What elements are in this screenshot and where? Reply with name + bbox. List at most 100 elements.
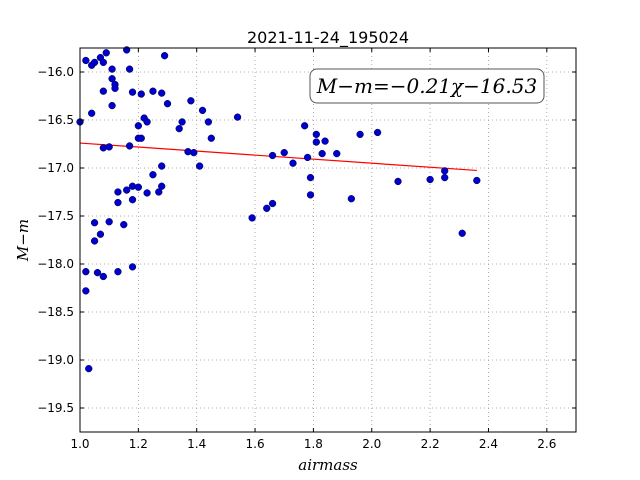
- data-point: [347, 195, 355, 203]
- y-tick-label: −17.5: [37, 209, 74, 223]
- data-point: [102, 49, 110, 57]
- data-point: [105, 218, 113, 226]
- data-point: [143, 189, 151, 197]
- y-tick-label: −16.5: [37, 113, 74, 127]
- data-point: [125, 65, 134, 73]
- data-point: [88, 109, 96, 117]
- x-tick-label: 1.6: [246, 437, 265, 451]
- data-point: [108, 75, 116, 83]
- data-point: [82, 287, 90, 295]
- data-point: [312, 138, 320, 146]
- data-point: [204, 118, 213, 126]
- y-axis-label: M−m: [14, 219, 32, 262]
- data-point: [289, 159, 297, 167]
- data-point: [108, 101, 116, 110]
- data-point: [114, 268, 122, 276]
- data-point: [90, 219, 99, 227]
- y-tick-label: −17.0: [37, 161, 74, 175]
- data-point: [158, 89, 166, 97]
- data-point: [134, 122, 143, 130]
- data-point: [441, 167, 449, 175]
- data-point: [90, 237, 99, 245]
- data-point: [356, 130, 364, 139]
- data-point: [149, 87, 157, 95]
- data-point: [303, 153, 312, 162]
- data-point: [233, 113, 242, 121]
- y-tick-label: −18.0: [37, 257, 74, 271]
- data-point: [82, 56, 90, 65]
- x-tick-label: 2.4: [479, 437, 498, 451]
- data-point: [195, 162, 204, 170]
- data-point: [306, 173, 315, 182]
- data-point: [108, 65, 116, 73]
- data-point: [158, 182, 166, 190]
- data-point: [137, 134, 145, 142]
- data-point: [128, 196, 137, 204]
- data-point: [99, 272, 107, 281]
- chart-title: 2021-11-24_195024: [247, 28, 409, 48]
- x-tick-label: 2.6: [537, 437, 556, 451]
- data-point: [163, 100, 172, 108]
- data-point: [120, 220, 128, 229]
- data-point: [125, 142, 134, 150]
- data-point: [143, 118, 151, 126]
- data-point: [441, 173, 449, 182]
- data-point: [473, 176, 481, 185]
- data-point: [123, 186, 131, 194]
- axis-ticks: 1.0 1.2 1.4 1.6 1.8 2.0 2.2 2.4 2.6 −16.0 −16.5 −17…: [37, 48, 576, 451]
- fit-annotation-text: M−m=−0.21χ−16.53: [316, 74, 537, 98]
- y-tick-label: −19.0: [37, 353, 74, 367]
- data-point: [158, 162, 166, 170]
- data-point: [134, 183, 143, 191]
- data-point: [105, 143, 113, 151]
- data-point: [111, 84, 119, 92]
- fit-annotation: M−m=−0.21χ−16.53: [309, 68, 545, 104]
- data-point: [93, 268, 102, 277]
- x-tick-label: 1.2: [129, 437, 148, 451]
- data-point: [207, 134, 215, 142]
- data-point: [268, 151, 277, 160]
- y-tick-label: −16.0: [37, 65, 74, 79]
- data-point: [99, 58, 107, 67]
- x-tick-label: 2.0: [362, 437, 381, 451]
- data-point: [155, 188, 163, 196]
- data-point: [178, 118, 186, 126]
- data-point: [248, 214, 256, 222]
- data-point: [90, 58, 99, 67]
- plot-background: [80, 48, 576, 432]
- y-tick-label: −19.5: [37, 401, 74, 415]
- x-tick-label: 2.2: [421, 437, 440, 451]
- x-axis-label: airmass: [298, 456, 358, 474]
- fit-annotation-box: [309, 68, 545, 104]
- data-point: [312, 130, 320, 139]
- data-point: [187, 97, 195, 105]
- data-point: [333, 149, 341, 158]
- data-point: [96, 230, 105, 238]
- fit-line: [79, 142, 477, 172]
- data-point: [114, 188, 122, 196]
- data-point: [280, 148, 288, 157]
- x-tick-label: 1.8: [304, 437, 323, 451]
- data-point: [85, 364, 93, 373]
- fit-line-group: [79, 142, 477, 172]
- data-point: [114, 198, 122, 207]
- data-point: [394, 177, 402, 186]
- data-point: [306, 191, 315, 199]
- data-point: [263, 204, 271, 212]
- data-point: [128, 88, 137, 96]
- x-tick-label: 1.4: [187, 437, 206, 451]
- data-point: [160, 52, 169, 60]
- data-point: [198, 106, 207, 115]
- data-point: [82, 268, 90, 276]
- data-point: [458, 229, 466, 237]
- data-point: [373, 128, 382, 137]
- data-point: [426, 175, 434, 184]
- y-tick-label: −18.5: [37, 305, 74, 319]
- data-point: [190, 148, 198, 157]
- data-point: [318, 149, 326, 158]
- plot-frame: [79, 47, 577, 433]
- data-point: [321, 137, 329, 145]
- data-point: [301, 122, 309, 130]
- data-point: [128, 263, 137, 271]
